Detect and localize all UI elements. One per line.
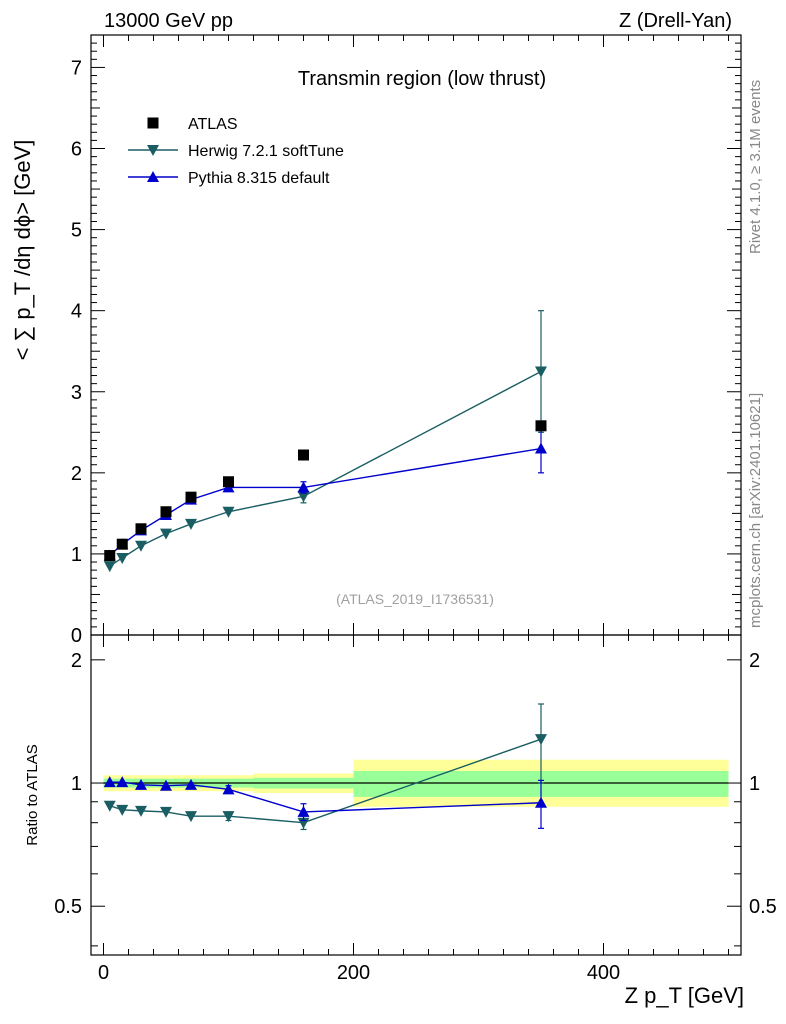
ratio-frame xyxy=(90,634,742,956)
data-point xyxy=(116,538,128,550)
legend-marker xyxy=(147,117,159,129)
main-y-tick-label: 1 xyxy=(71,544,82,566)
ratio-y-tick-label-right: 1 xyxy=(749,773,760,795)
data-point xyxy=(222,506,235,518)
ratio-point xyxy=(185,778,197,790)
chart-title: Transmin region (low thrust) xyxy=(298,68,546,90)
main-y-tick-label: 3 xyxy=(71,382,82,404)
series-herwig-7-2-1-softtune xyxy=(103,310,547,573)
data-point xyxy=(160,528,172,540)
ratio-point xyxy=(160,806,172,818)
data-point xyxy=(297,481,310,493)
ratio-point xyxy=(116,804,129,816)
ratio-point xyxy=(103,800,116,812)
legend-marker xyxy=(147,171,159,182)
main-y-tick-label: 2 xyxy=(71,463,82,485)
data-point xyxy=(535,420,547,432)
main-y-tick-label: 7 xyxy=(71,57,82,79)
ratio-y-tick-label: 2 xyxy=(71,650,82,672)
ratio-point xyxy=(135,805,147,817)
ratio-series-pythia-8-315-default xyxy=(103,776,547,829)
data-point xyxy=(104,550,116,562)
data-point xyxy=(223,476,234,488)
data-point xyxy=(297,491,310,503)
x-axis-label: Z p_T [GeV] xyxy=(625,983,744,1008)
ratio-point xyxy=(535,796,547,808)
y-axis-label: < ∑ p_T /dη dϕ> [GeV] xyxy=(10,140,35,361)
ratio-point xyxy=(535,734,547,746)
data-point xyxy=(535,442,547,454)
main-y-tick-label: 0 xyxy=(71,625,82,647)
ratio-y-tick-label: 0.5 xyxy=(54,896,82,918)
process-label: Z (Drell-Yan) xyxy=(619,10,732,32)
data-point xyxy=(185,518,197,530)
x-tick-label: 0 xyxy=(98,962,109,984)
legend-label: Pythia 8.315 default xyxy=(188,170,330,187)
ratio-point xyxy=(103,776,116,788)
main-y-tick-label: 4 xyxy=(71,301,82,323)
ratio-panel: 0 200 400 0.5 0.5 1 1 2 2 xyxy=(54,634,777,984)
ratio-point xyxy=(297,805,310,817)
ratio-y-tick-label: 1 xyxy=(71,773,82,795)
ratio-point xyxy=(160,779,172,791)
legend: ATLAS Herwig 7.2.1 softTune Pythia 8.315 d… xyxy=(128,116,344,187)
data-point xyxy=(135,540,147,552)
data-point xyxy=(135,523,147,535)
data-point xyxy=(298,449,309,461)
legend-item: Pythia 8.315 default xyxy=(128,170,330,187)
legend-label: ATLAS xyxy=(188,116,238,133)
x-tick-label: 400 xyxy=(587,962,620,984)
analysis-label: (ATLAS_2019_I1736531) xyxy=(336,591,494,607)
data-point xyxy=(160,506,172,518)
series-pythia-8-315-default xyxy=(103,423,547,561)
data-point xyxy=(103,561,116,573)
main-y-tick-label: 5 xyxy=(71,220,82,242)
series-line xyxy=(109,447,542,557)
x-tick-label: 200 xyxy=(337,962,370,984)
ratio-point xyxy=(135,778,147,790)
data-point xyxy=(185,491,197,503)
main-panel: 0 1 2 3 4 5 6 7 Transmin region (low thrust) (A… xyxy=(71,34,742,647)
rivet-label: Rivet 4.1.0, ≥ 3.1M events xyxy=(747,80,764,254)
legend-item: Herwig 7.2.1 softTune xyxy=(128,143,344,160)
energy-label: 13000 GeV pp xyxy=(104,10,233,32)
mcplots-label: mcplots.cern.ch [arXiv:2401.10621] xyxy=(747,393,764,628)
ratio-y-tick-label-right: 0.5 xyxy=(749,896,777,918)
ratio-y-tick-label-right: 2 xyxy=(749,650,760,672)
legend-item: ATLAS xyxy=(147,116,238,133)
main-y-tick-label: 6 xyxy=(71,139,82,161)
y-axis-label-text: < ∑ p_T /dη dϕ> [GeV] xyxy=(10,140,35,361)
ratio-y-axis-label: Ratio to ATLAS xyxy=(24,744,41,845)
data-point xyxy=(535,366,547,378)
ratio-point xyxy=(185,811,197,823)
series-line xyxy=(109,370,542,567)
ratio-point xyxy=(222,811,235,823)
series-atlas xyxy=(104,420,547,562)
ratio-point xyxy=(116,776,129,788)
ratio-point xyxy=(222,783,235,795)
ratio-series-herwig-7-2-1-softtune xyxy=(103,703,547,831)
legend-marker xyxy=(147,145,159,156)
data-point xyxy=(116,552,129,564)
legend-label: Herwig 7.2.1 softTune xyxy=(188,143,344,160)
